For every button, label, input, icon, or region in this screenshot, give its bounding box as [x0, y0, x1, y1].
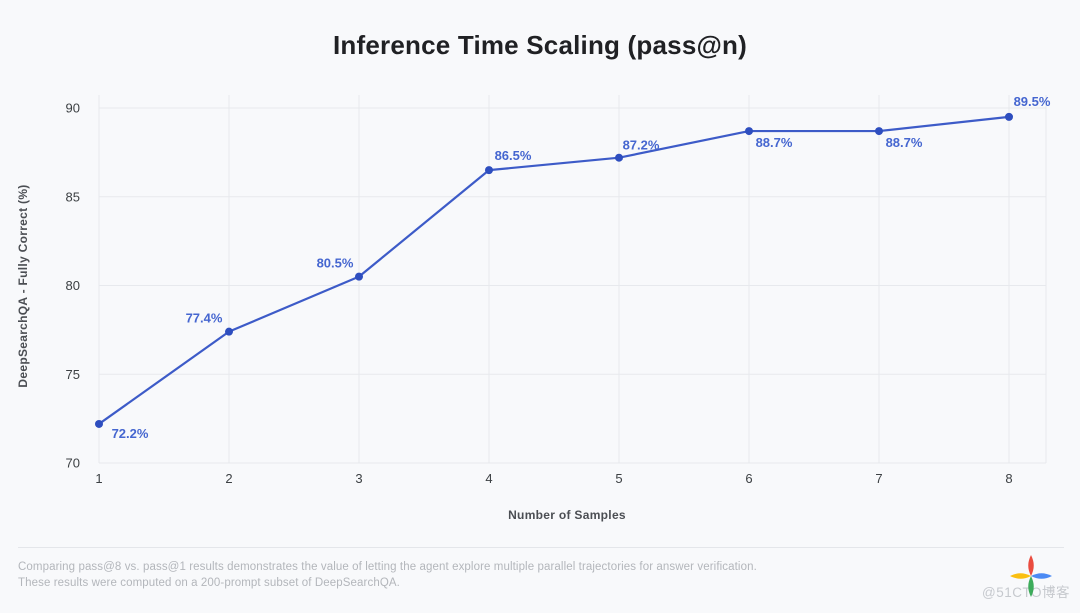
- sparkle-icon: [1010, 555, 1052, 597]
- watermark-text: @51CTO博客: [982, 585, 1070, 600]
- x-tick-label: 3: [355, 471, 362, 486]
- y-tick-label: 70: [66, 456, 80, 471]
- data-point-label: 88.7%: [756, 135, 793, 150]
- x-axis-title: Number of Samples: [508, 508, 626, 522]
- data-point-label: 87.2%: [623, 138, 660, 153]
- data-point-label: 80.5%: [317, 256, 354, 271]
- data-point-label: 86.5%: [495, 148, 532, 163]
- x-tick-label: 7: [875, 471, 882, 486]
- data-point-label: 89.5%: [1014, 94, 1051, 109]
- data-point: [485, 166, 493, 175]
- series-line: [97, 115, 1011, 426]
- y-tick-label: 90: [66, 101, 80, 116]
- y-tick-label: 80: [66, 278, 80, 293]
- x-tick-label: 8: [1005, 471, 1012, 486]
- line-chart-canvas: 70 75 80 85 90 1 2 3 4 5 6 7 8 Number of Samples DeepS…: [16, 94, 1051, 522]
- data-point-label: 88.7%: [886, 135, 923, 150]
- y-tick-label: 85: [66, 189, 80, 204]
- data-point: [615, 153, 623, 162]
- caption-line-1: Comparing pass@8 vs. pass@1 results demo…: [18, 561, 757, 573]
- data-point: [1005, 112, 1013, 121]
- data-point: [225, 327, 233, 336]
- x-tick-label: 5: [615, 471, 622, 486]
- data-point: [745, 127, 753, 136]
- chart-caption: Comparing pass@8 vs. pass@1 results demo…: [18, 560, 918, 591]
- caption-line-2: These results were computed on a 200-pro…: [18, 576, 400, 589]
- x-tick-label: 1: [95, 471, 102, 486]
- watermark: @51CTO博客: [954, 555, 1074, 605]
- data-point-label: 77.4%: [186, 311, 223, 326]
- data-point: [355, 272, 363, 281]
- data-point: [875, 127, 883, 136]
- y-axis-title: DeepSearchQA - Fully Correct (%): [16, 184, 30, 387]
- y-tick-label: 75: [66, 367, 80, 382]
- x-tick-label: 6: [745, 471, 752, 486]
- x-tick-label: 4: [485, 471, 492, 486]
- data-point: [95, 419, 103, 428]
- x-tick-label: 2: [225, 471, 232, 486]
- chart-title: Inference Time Scaling (pass@n): [333, 30, 747, 60]
- footer-divider: [18, 547, 1064, 548]
- data-point-label: 72.2%: [112, 426, 149, 441]
